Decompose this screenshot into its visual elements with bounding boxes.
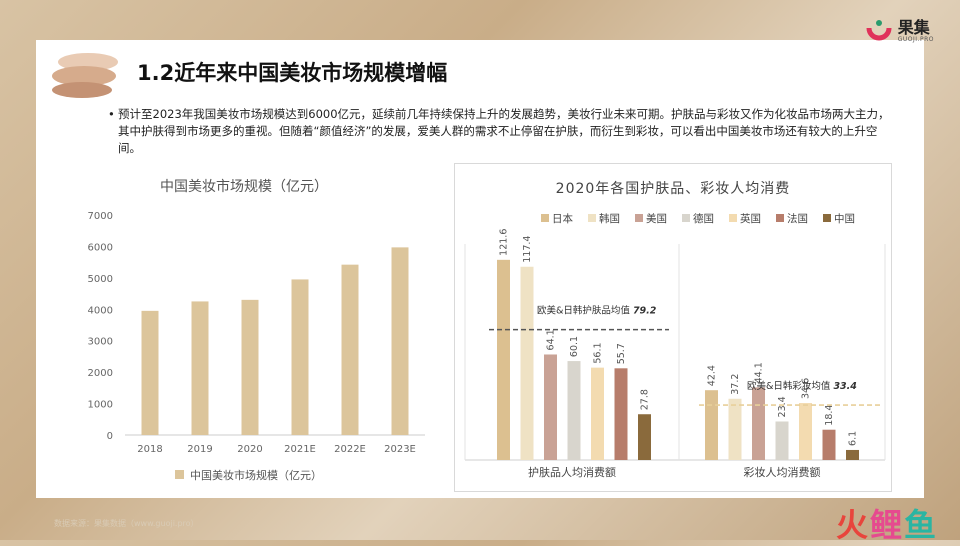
legend-swatch-英国 bbox=[729, 214, 737, 222]
legend-label-德国: 德国 bbox=[693, 212, 714, 225]
y-tick-label: 1000 bbox=[88, 400, 113, 411]
legend-swatch bbox=[175, 470, 184, 479]
data-label: 44.1 bbox=[754, 362, 765, 383]
data-label: 64.1 bbox=[546, 329, 557, 350]
bar-德国-0 bbox=[567, 361, 581, 460]
bar-2020 bbox=[241, 299, 259, 435]
data-label: 6.1 bbox=[848, 431, 859, 446]
watermark-char-2: 鲤 bbox=[869, 506, 904, 544]
legend-label-法国: 法国 bbox=[787, 212, 808, 225]
data-label: 56.1 bbox=[593, 342, 604, 363]
bullet-paragraph: • 预计至2023年我国美妆市场规模达到6000亿元，延续前几年持续保持上升的发… bbox=[108, 106, 898, 157]
brand-logo: 果集 GUOJI.PRO bbox=[866, 18, 934, 44]
y-tick-label: 3000 bbox=[88, 337, 113, 348]
data-label: 60.1 bbox=[569, 336, 580, 357]
group-label: 护肤品人均消费额 bbox=[528, 465, 616, 479]
y-tick-label: 0 bbox=[107, 431, 113, 442]
bar-法国-1 bbox=[822, 429, 836, 460]
legend-swatch-日本 bbox=[541, 214, 549, 222]
x-tick-label: 2018 bbox=[137, 444, 162, 455]
legend-swatch-韩国 bbox=[588, 214, 596, 222]
brand-sub: GUOJI.PRO bbox=[897, 35, 934, 43]
bar-日本-0 bbox=[497, 259, 510, 460]
market-size-chart: 0 1000 2000 3000 4000 5000 6000 7000 2018 2019 202… bbox=[88, 211, 425, 482]
legend-swatch-法国 bbox=[776, 214, 784, 222]
legend-label-韩国: 韩国 bbox=[599, 212, 620, 225]
x-tick-label: 2021E bbox=[284, 444, 316, 455]
chart1-title: 中国美妆市场规模（亿元） bbox=[160, 179, 328, 195]
average-annotation: 欧美&日韩护肤品均值 79.2 bbox=[537, 305, 657, 317]
bullet-icon: • bbox=[108, 107, 115, 121]
legend-swatch-美国 bbox=[635, 214, 643, 222]
bar-2018 bbox=[141, 310, 159, 435]
data-label: 18.4 bbox=[824, 405, 835, 426]
average-annotation: 欧美&日韩彩妆均值 33.4 bbox=[747, 380, 857, 392]
y-tick-label: 6000 bbox=[88, 242, 113, 253]
x-tick-label: 2023E bbox=[384, 444, 416, 455]
legend-label-英国: 英国 bbox=[740, 212, 761, 225]
bar-2023E bbox=[391, 247, 409, 435]
bar-中国-0 bbox=[638, 414, 651, 460]
bar-英国-0 bbox=[591, 367, 604, 460]
x-tick-label: 2022E bbox=[334, 444, 366, 455]
brand-name: 果集 bbox=[897, 17, 930, 37]
bar-中国-1 bbox=[846, 449, 859, 460]
per-capita-chart: 日本 韩国 美国 德国 英国 法国 中国 121.6 117.4 64.1 60.1 56.1 55.7… bbox=[464, 212, 886, 479]
legend-label-日本: 日本 bbox=[552, 212, 573, 225]
bar-英国-1 bbox=[799, 403, 812, 460]
legend-label: 中国美妆市场规模（亿元） bbox=[190, 468, 322, 482]
data-label: 117.4 bbox=[522, 236, 533, 263]
data-label: 121.6 bbox=[499, 229, 510, 256]
y-tick-label: 7000 bbox=[88, 211, 113, 222]
group-label: 彩妆人均消费额 bbox=[744, 465, 821, 479]
bar-美国-1 bbox=[752, 387, 765, 460]
cosmetic-swatch-image bbox=[52, 53, 118, 98]
legend-swatch-中国 bbox=[823, 214, 831, 222]
bar-2022E bbox=[341, 264, 359, 435]
x-tick-label: 2019 bbox=[187, 444, 212, 455]
y-tick-label: 4000 bbox=[88, 305, 113, 316]
data-label: 34.6 bbox=[801, 378, 812, 399]
watermark-char-3: 鱼 bbox=[903, 506, 938, 544]
data-label: 37.2 bbox=[730, 374, 741, 395]
y-tick-label: 5000 bbox=[88, 274, 113, 285]
brand-mark-icon bbox=[866, 20, 892, 41]
per-capita-chart-panel: 2020年各国护肤品、彩妆人均消费 日本 韩国 美国 德国 英国 法国 中国 121.6 117… bbox=[454, 163, 892, 492]
chart2-title: 2020年各国护肤品、彩妆人均消费 bbox=[555, 181, 791, 197]
data-label: 27.8 bbox=[640, 389, 651, 410]
watermark-logo: 火鲤鱼 bbox=[836, 500, 938, 546]
bar-美国-0 bbox=[544, 354, 557, 460]
y-tick-label: 2000 bbox=[88, 368, 113, 379]
bar-2021E bbox=[291, 279, 309, 435]
bullet-text: 预计至2023年我国美妆市场规模达到6000亿元，延续前几年持续保持上升的发展趋… bbox=[118, 107, 890, 155]
bar-韩国-1 bbox=[728, 398, 742, 460]
data-label: 23.4 bbox=[777, 396, 788, 417]
bar-法国-0 bbox=[614, 368, 628, 460]
legend-swatch-德国 bbox=[682, 214, 690, 222]
data-source: 数据来源：果集数据（www.guoji.pro） bbox=[54, 519, 199, 528]
page-title: 1.2近年来中国美妆市场规模增幅 bbox=[137, 61, 448, 85]
data-label: 55.7 bbox=[616, 343, 627, 364]
bar-2019 bbox=[191, 301, 209, 435]
bar-韩国-0 bbox=[520, 266, 534, 460]
data-label: 42.4 bbox=[707, 365, 718, 386]
legend-label-美国: 美国 bbox=[646, 212, 667, 225]
bar-德国-1 bbox=[775, 421, 789, 460]
legend-label-中国: 中国 bbox=[834, 212, 855, 225]
bar-日本-1 bbox=[705, 390, 718, 460]
x-tick-label: 2020 bbox=[237, 444, 262, 455]
watermark-char-1: 火 bbox=[835, 506, 870, 544]
